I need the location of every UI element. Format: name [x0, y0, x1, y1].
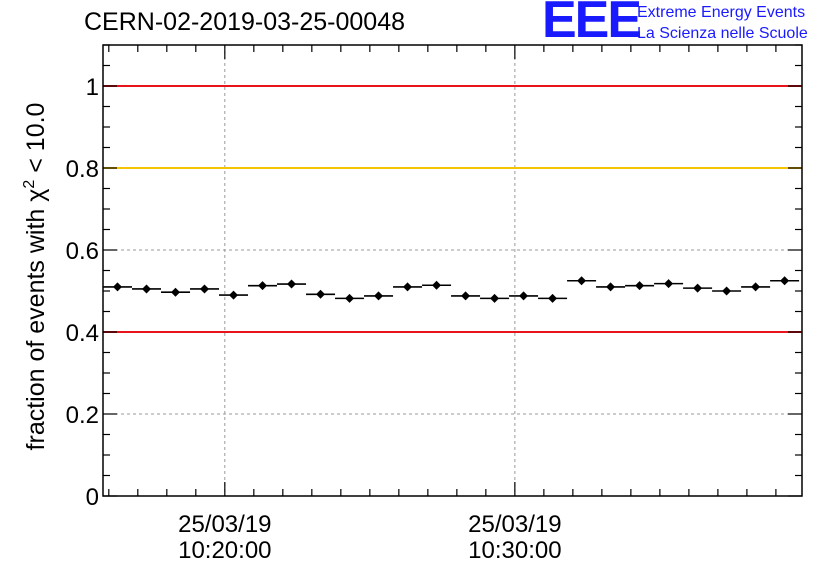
data-point: [625, 281, 655, 291]
y-axis-label: fraction of events with χ2 < 10.0: [21, 103, 50, 451]
x-tick-label-time: 10:20:00: [178, 537, 271, 564]
data-point: [683, 283, 713, 293]
marker: [171, 287, 181, 297]
grid: [103, 45, 802, 496]
marker: [548, 293, 558, 303]
marker: [374, 291, 384, 301]
y-tick-label: 0.2: [66, 402, 99, 429]
data-point: [538, 293, 568, 303]
data-point: [451, 291, 481, 301]
tick-labels: 00.20.40.60.8125/03/1910:20:0025/03/1910…: [66, 74, 562, 564]
run-title: CERN-02-2019-03-25-00048: [84, 8, 406, 36]
data-point: [335, 293, 365, 303]
data-point: [277, 279, 307, 289]
marker: [461, 291, 471, 301]
y-axis-label-symbol: χ: [22, 189, 50, 202]
data-points: [103, 276, 800, 303]
data-point: [509, 291, 539, 301]
marker: [722, 286, 732, 296]
marker: [316, 289, 326, 299]
y-tick-label: 0.6: [66, 238, 99, 265]
y-tick-label: 0.4: [66, 320, 99, 347]
marker: [345, 293, 355, 303]
data-point: [770, 276, 800, 286]
y-tick-label: 1: [86, 74, 99, 101]
marker: [490, 293, 500, 303]
x-tick-label-time: 10:30:00: [468, 537, 561, 564]
data-point: [422, 280, 452, 290]
data-point: [161, 287, 191, 297]
marker: [113, 282, 123, 292]
marker: [403, 282, 413, 292]
marker: [258, 281, 268, 291]
data-point: [712, 286, 742, 296]
logo-line-1: Extreme Energy Events: [637, 4, 806, 21]
data-point: [741, 282, 771, 292]
data-point: [654, 279, 684, 289]
marker: [142, 284, 152, 294]
data-point: [306, 289, 336, 299]
data-point: [393, 282, 423, 292]
data-point: [364, 291, 394, 301]
y-axis-label-prefix: fraction of events with: [22, 202, 50, 451]
y-tick-label: 0: [86, 484, 99, 511]
axis-ticks: [103, 44, 802, 497]
eee-logo: EEE: [542, 0, 642, 49]
data-point: [480, 293, 510, 303]
x-tick-label-date: 25/03/19: [468, 511, 561, 538]
marker: [693, 283, 703, 293]
y-tick-label: 0.8: [66, 156, 99, 183]
marker: [751, 282, 761, 292]
data-point: [219, 290, 249, 300]
marker: [780, 276, 790, 286]
logo-line-2: La Scienza nelle Scuole: [637, 25, 808, 42]
data-point: [132, 284, 162, 294]
y-axis-label-suffix: < 10.0: [22, 103, 50, 180]
marker: [519, 291, 529, 301]
reference-lines: [103, 85, 802, 333]
plot-frame: [102, 44, 803, 497]
marker: [229, 290, 239, 300]
data-point: [596, 282, 626, 292]
marker: [664, 279, 674, 289]
data-point: [103, 282, 133, 292]
marker: [635, 281, 645, 291]
marker: [432, 280, 442, 290]
data-point: [567, 276, 597, 286]
data-point: [190, 284, 220, 294]
marker: [287, 279, 297, 289]
marker: [606, 282, 616, 292]
marker: [577, 276, 587, 286]
marker: [200, 284, 210, 294]
x-tick-label-date: 25/03/19: [178, 511, 271, 538]
data-point: [248, 281, 278, 291]
y-axis-label-superscript: 2: [21, 180, 38, 189]
